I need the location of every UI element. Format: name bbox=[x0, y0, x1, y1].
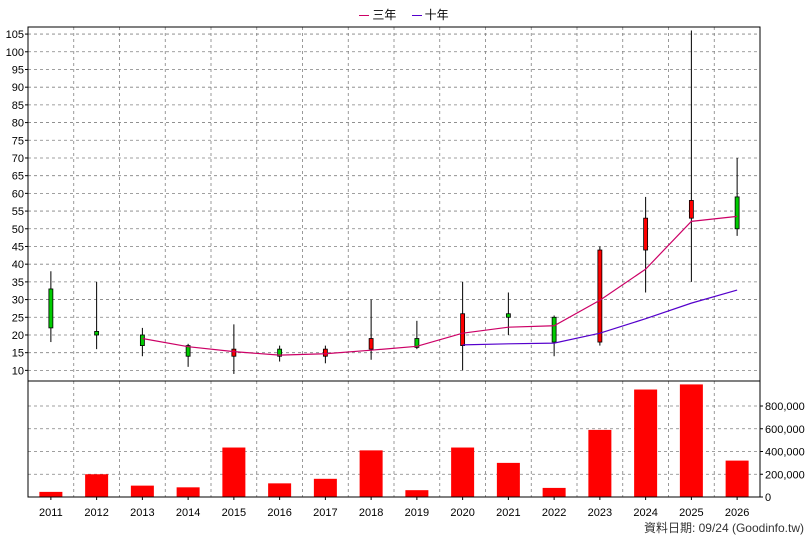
candle-body bbox=[414, 338, 420, 348]
candle-body bbox=[643, 217, 649, 251]
x-tick-label: 2022 bbox=[542, 507, 566, 519]
price-tick-label: 30 bbox=[12, 295, 24, 307]
candle-body bbox=[277, 348, 283, 357]
x-tick-label: 2025 bbox=[679, 507, 703, 519]
legend-label-3y: 三年 bbox=[372, 8, 397, 22]
legend-label-10y: 十年 bbox=[424, 8, 449, 22]
volume-bar bbox=[634, 389, 658, 497]
price-tick-label: 75 bbox=[12, 135, 24, 147]
plot-frame bbox=[27, 26, 761, 498]
ma-line-3y bbox=[142, 215, 738, 356]
volume-bar bbox=[268, 483, 292, 497]
legend-item-3y: 三年 bbox=[359, 6, 396, 23]
price-tick-label: 25 bbox=[12, 312, 24, 324]
x-tick-label: 2014 bbox=[176, 507, 200, 519]
price-tick-label: 20 bbox=[12, 330, 24, 342]
volume-bars bbox=[39, 384, 749, 497]
volume-tick-label: 400,000 bbox=[765, 447, 805, 459]
candle-body bbox=[94, 331, 100, 336]
price-tick-label: 40 bbox=[12, 259, 24, 271]
volume-bar bbox=[496, 462, 520, 497]
price-tick-label: 15 bbox=[12, 348, 24, 360]
volume-tick-label: 200,000 bbox=[765, 469, 805, 481]
volume-bar bbox=[542, 487, 566, 497]
x-tick-label: 2021 bbox=[496, 507, 520, 519]
x-tick-label: 2015 bbox=[222, 507, 246, 519]
x-tick-label: 2018 bbox=[359, 507, 383, 519]
volume-tick-label: 600,000 bbox=[765, 424, 805, 436]
x-tick-label: 2019 bbox=[405, 507, 429, 519]
price-tick-label: 50 bbox=[12, 224, 24, 236]
volume-bar bbox=[725, 460, 749, 497]
x-tick-label: 2024 bbox=[633, 507, 657, 519]
candles bbox=[48, 30, 740, 374]
volume-bar bbox=[176, 487, 200, 497]
volume-bar bbox=[85, 474, 109, 497]
x-tick-label: 2017 bbox=[313, 507, 337, 519]
axes: 1015202530354045505560657075808590951001… bbox=[6, 26, 805, 519]
legend-swatch-10y bbox=[411, 15, 422, 17]
price-tick-label: 35 bbox=[12, 277, 24, 289]
price-tick-label: 95 bbox=[12, 64, 24, 76]
price-tick-label: 105 bbox=[6, 29, 24, 41]
x-tick-label: 2020 bbox=[450, 507, 474, 519]
price-tick-label: 60 bbox=[12, 188, 24, 200]
volume-tick-label: 800,000 bbox=[765, 401, 805, 413]
volume-bar bbox=[679, 384, 703, 497]
volume-bar bbox=[405, 490, 429, 497]
x-tick-label: 2016 bbox=[267, 507, 291, 519]
x-tick-label: 2012 bbox=[84, 507, 108, 519]
price-tick-label: 85 bbox=[12, 100, 24, 112]
price-tick-label: 90 bbox=[12, 82, 24, 94]
candle-body bbox=[460, 313, 466, 346]
volume-bar bbox=[588, 429, 612, 497]
x-tick-label: 2011 bbox=[39, 507, 63, 519]
legend-item-10y: 十年 bbox=[411, 6, 449, 23]
price-tick-label: 80 bbox=[12, 118, 24, 130]
price-tick-label: 65 bbox=[12, 171, 24, 183]
candle-body bbox=[368, 338, 374, 350]
volume-bar bbox=[39, 491, 63, 497]
x-tick-label: 2026 bbox=[725, 507, 749, 519]
volume-bar bbox=[451, 447, 475, 497]
data-date-footer: 資料日期: 09/24 (Goodinfo.tw) bbox=[643, 521, 804, 535]
x-tick-label: 2013 bbox=[130, 507, 154, 519]
moving-average-lines bbox=[142, 215, 738, 356]
candle-body bbox=[734, 196, 740, 230]
candle-body bbox=[551, 316, 557, 343]
candle-body bbox=[139, 334, 145, 347]
candle-body bbox=[688, 200, 694, 219]
volume-bar bbox=[313, 478, 337, 497]
price-tick-label: 45 bbox=[12, 241, 24, 253]
candle-body bbox=[322, 348, 328, 357]
candle-body bbox=[185, 345, 191, 357]
price-tick-label: 55 bbox=[12, 206, 24, 218]
volume-bar bbox=[359, 450, 383, 497]
candle-body bbox=[597, 249, 603, 343]
candle-body bbox=[231, 348, 237, 357]
legend-swatch-3y bbox=[359, 15, 370, 17]
legend: 三年 十年 bbox=[0, 6, 808, 23]
price-tick-label: 100 bbox=[6, 47, 24, 59]
volume-bar bbox=[222, 447, 246, 497]
volume-tick-label: 0 bbox=[765, 492, 771, 504]
candle-body bbox=[505, 313, 511, 318]
price-tick-label: 70 bbox=[12, 153, 24, 165]
candle-body bbox=[48, 288, 54, 329]
price-tick-label: 10 bbox=[12, 365, 24, 377]
ma-line-10y bbox=[462, 289, 738, 346]
volume-bar bbox=[130, 485, 154, 497]
x-tick-label: 2023 bbox=[588, 507, 612, 519]
